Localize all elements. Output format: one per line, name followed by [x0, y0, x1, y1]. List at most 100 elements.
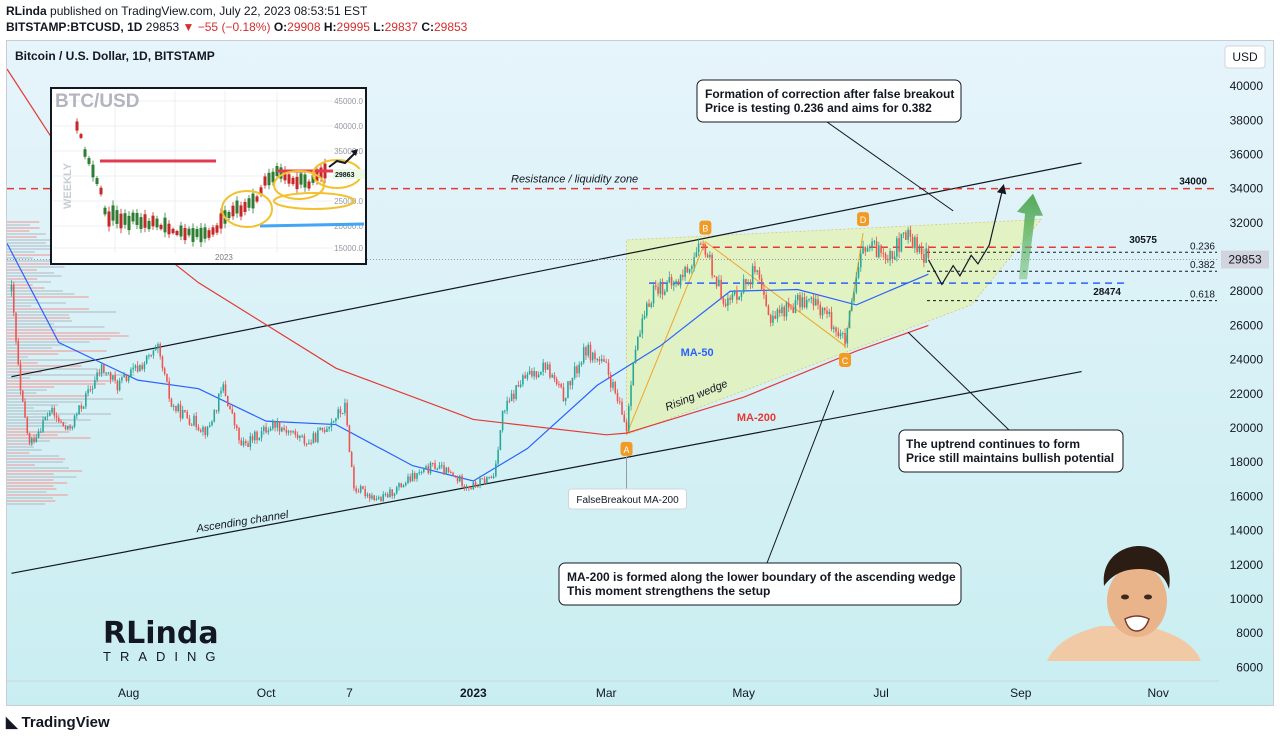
- candle-body: [540, 371, 542, 375]
- candle-body: [443, 465, 445, 475]
- tradingview-icon: ◣: [6, 714, 18, 731]
- candle-body: [87, 389, 89, 394]
- price-chart[interactable]: 34000 Resistance / liquidity zone 30575 284…: [7, 41, 1273, 705]
- chart-frame[interactable]: 34000 Resistance / liquidity zone 30575 284…: [6, 40, 1274, 706]
- x-tick-label: Nov: [1148, 686, 1169, 700]
- candle-body: [490, 476, 493, 478]
- volume-profile-bar: [7, 350, 107, 352]
- candle-body: [208, 425, 211, 427]
- candle-body: [294, 431, 297, 435]
- candle-body: [571, 377, 574, 386]
- candle-body: [373, 495, 375, 500]
- candle-body: [287, 431, 290, 433]
- candle-body: [229, 405, 231, 410]
- y-tick-label: 10000: [1230, 592, 1264, 606]
- svg-text:Formation of correction after: Formation of correction after false brea…: [705, 87, 954, 101]
- candle-body: [860, 253, 862, 268]
- volume-profile-bar: [7, 485, 54, 487]
- x-tick-label: Jul: [873, 686, 888, 700]
- inset-candle-body: [191, 228, 195, 242]
- candle-body: [582, 347, 585, 363]
- candle-body: [220, 390, 222, 394]
- wedge-point-marker: [699, 220, 712, 235]
- volume-profile-bar: [7, 500, 56, 502]
- candle-body: [299, 436, 301, 438]
- candle-body: [542, 362, 544, 372]
- candle-body: [736, 290, 738, 300]
- candle-body: [796, 295, 799, 301]
- volume-profile-bar: [7, 428, 28, 430]
- candle-body: [537, 374, 540, 378]
- inset-candle-body: [183, 227, 187, 241]
- candle-body: [226, 395, 229, 406]
- inset-year: 2023: [215, 253, 233, 262]
- inset-candle-body: [163, 217, 167, 233]
- candle-body: [312, 433, 315, 444]
- candle-body: [918, 247, 921, 253]
- currency-button[interactable]: USD: [1224, 45, 1266, 69]
- candle-body: [914, 237, 916, 249]
- candle-body: [344, 402, 346, 414]
- candlestick-series: [10, 225, 930, 502]
- candle-body: [603, 359, 605, 362]
- volume-profile-bar: [7, 338, 111, 340]
- volume-profile-bar: [7, 443, 34, 445]
- candle-body: [247, 443, 249, 448]
- candle-body: [420, 471, 423, 473]
- y-tick-label: 40000: [1230, 79, 1264, 93]
- inset-candle-body: [303, 174, 307, 188]
- candle-body: [673, 283, 675, 286]
- candle-body: [666, 282, 668, 292]
- candle-body: [650, 303, 653, 307]
- candle-body: [170, 398, 173, 407]
- candle-body: [846, 328, 849, 344]
- candle-body: [763, 289, 765, 295]
- candle-body: [591, 352, 594, 361]
- current-price-label: 29853: [1228, 253, 1262, 267]
- candle-body: [612, 382, 614, 388]
- candle-body: [722, 298, 725, 304]
- inset-candle-body: [99, 187, 103, 195]
- svg-text:Price still maintains bullish: Price still maintains bullish potential: [906, 451, 1114, 465]
- false-breakout-box: [568, 488, 688, 510]
- candle-body: [578, 364, 580, 374]
- volume-profile-bar: [7, 227, 40, 229]
- wedge-point-label: D: [860, 215, 867, 225]
- volume-profile-bar: [7, 305, 32, 307]
- inset-candle-body: [143, 214, 147, 228]
- volume-profile-bar: [7, 221, 40, 223]
- volume-profile-bar: [7, 293, 75, 295]
- tradingview-logo[interactable]: ◣ TradingView: [6, 714, 110, 731]
- candle-body: [416, 473, 418, 479]
- candle-body: [711, 254, 713, 276]
- candle-body: [851, 301, 853, 311]
- volume-profile-bar: [7, 452, 30, 454]
- last-price: 29853: [145, 20, 180, 34]
- candle-body: [720, 279, 722, 299]
- volume-profile-bar: [7, 383, 106, 385]
- fib-label: 0.382: [1190, 260, 1215, 271]
- candle-body: [474, 482, 477, 486]
- candle-body: [67, 425, 69, 430]
- candle-body: [916, 237, 918, 253]
- inset-y-tick: 20000.0: [334, 222, 363, 231]
- candle-body: [878, 245, 880, 258]
- candle-body: [292, 431, 294, 433]
- channel-lower-line: [11, 370, 1082, 574]
- candle-body: [526, 374, 529, 379]
- candle-body: [515, 385, 517, 399]
- candle-body: [837, 331, 840, 337]
- volume-profile-bar: [7, 245, 54, 247]
- candle-body: [596, 359, 599, 361]
- inset-candle-body: [159, 224, 163, 230]
- volume-profile-bar: [7, 311, 117, 313]
- candle-body: [118, 380, 121, 391]
- resistance-zone-label: Resistance / liquidity zone: [511, 174, 638, 186]
- candle-body: [310, 442, 312, 444]
- candle-body: [549, 364, 551, 378]
- candle-body: [900, 233, 903, 252]
- low-value: 29837: [384, 20, 418, 34]
- candle-body: [258, 437, 261, 441]
- candle-body: [73, 415, 76, 427]
- candle-body: [679, 274, 682, 286]
